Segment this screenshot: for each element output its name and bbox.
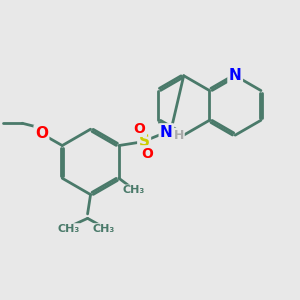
Text: N: N bbox=[229, 68, 242, 83]
Text: H: H bbox=[174, 129, 184, 142]
Text: CH₃: CH₃ bbox=[93, 224, 115, 234]
Text: O: O bbox=[134, 122, 146, 136]
Text: CH₃: CH₃ bbox=[123, 185, 145, 195]
Text: O: O bbox=[35, 126, 48, 141]
Text: N: N bbox=[160, 125, 173, 140]
Text: CH₃: CH₃ bbox=[57, 224, 80, 234]
Text: S: S bbox=[139, 134, 150, 148]
Text: O: O bbox=[141, 147, 153, 160]
